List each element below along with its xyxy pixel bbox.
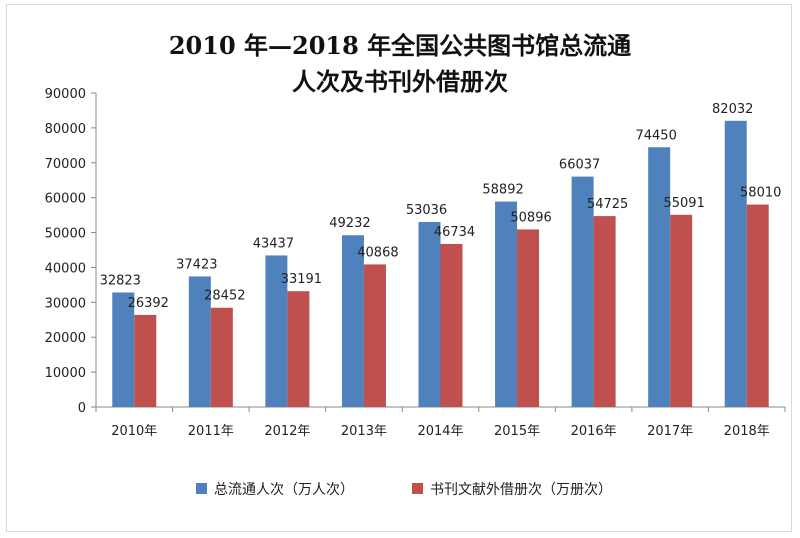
y-tick-label: 70000 <box>45 157 86 172</box>
legend-swatch-lending <box>412 483 423 494</box>
bar-lending <box>670 214 693 407</box>
x-tick-label: 2011年 <box>188 424 234 439</box>
chart-title-line-2: 人次及书刊外借册次 <box>292 67 508 96</box>
x-tick-label: 2014年 <box>417 424 463 439</box>
x-tick-label: 2015年 <box>494 424 540 439</box>
legend-swatch-total-visits <box>196 483 207 494</box>
bar-total-visits <box>571 176 594 407</box>
bar-total-visits <box>648 147 671 407</box>
data-label: 43437 <box>253 236 294 251</box>
legend-label: 书刊文献外借册次（万册次） <box>430 482 612 498</box>
y-tick-label: 10000 <box>45 366 86 381</box>
x-tick-label: 2017年 <box>647 424 693 439</box>
bar-lending <box>746 204 769 407</box>
bar-total-visits <box>188 276 211 407</box>
bar-lending <box>287 291 310 407</box>
data-label: 66037 <box>559 158 600 173</box>
data-label: 53036 <box>406 203 447 218</box>
chart-title: 2010 年—2018 年全国公共图书馆总流通 人次及书刊外借册次 <box>0 28 800 100</box>
y-tick-label: 0 <box>78 401 86 416</box>
bar-total-visits <box>265 255 288 407</box>
data-label: 58010 <box>740 186 781 201</box>
y-tick-label: 60000 <box>45 192 86 207</box>
legend: 总流通人次（万人次） 书刊文献外借册次（万册次） <box>196 482 612 498</box>
x-tick-label: 2012年 <box>264 424 310 439</box>
x-tick-label: 2016年 <box>571 424 617 439</box>
y-tick-label: 30000 <box>45 296 86 311</box>
data-label: 54725 <box>587 197 628 212</box>
data-label: 58892 <box>482 183 523 198</box>
bar-lending <box>210 307 233 407</box>
data-label: 26392 <box>128 296 169 311</box>
bar-lending <box>517 229 540 407</box>
data-label: 55091 <box>663 196 704 211</box>
bar-lending <box>363 264 386 407</box>
y-tick-label: 90000 <box>45 87 86 102</box>
bar-total-visits <box>341 235 364 407</box>
bar-total-visits <box>724 120 747 407</box>
x-tick-label: 2010年 <box>111 424 157 439</box>
bar-total-visits <box>418 221 441 407</box>
y-tick-label: 50000 <box>45 227 86 242</box>
chart-title-line-1: 2010 年—2018 年全国公共图书馆总流通 <box>168 31 632 60</box>
bar-lending <box>134 314 157 407</box>
data-label: 37423 <box>176 257 217 272</box>
data-label: 40868 <box>357 245 398 260</box>
bar-lending <box>593 216 616 407</box>
data-label: 50896 <box>510 210 551 225</box>
bars <box>112 120 769 407</box>
bar-total-visits <box>112 292 135 407</box>
x-tick-label: 2013年 <box>341 424 387 439</box>
bar-lending <box>440 243 463 407</box>
data-label: 49232 <box>329 216 370 231</box>
bar-total-visits <box>495 201 518 407</box>
data-label: 74450 <box>635 128 676 143</box>
data-label: 33191 <box>281 272 322 287</box>
x-axis: 2010年 2011年 2012年 2013年 2014年 2015年 2016年 2017年… <box>95 406 786 439</box>
data-label: 32823 <box>100 273 141 288</box>
data-labels: 32823 37423 43437 49232 53036 58892 66037 74450… <box>100 102 782 311</box>
y-tick-label: 40000 <box>45 261 86 276</box>
data-label: 82032 <box>712 102 753 117</box>
y-tick-label: 80000 <box>45 122 86 137</box>
x-tick-label: 2018年 <box>724 424 770 439</box>
y-axis: 0 10000 20000 30000 40000 50000 60000 70000 8000… <box>45 87 97 416</box>
legend-label: 总流通人次（万人次） <box>214 482 354 498</box>
data-label: 46734 <box>434 225 475 240</box>
data-label: 28452 <box>204 289 245 304</box>
y-tick-label: 20000 <box>45 331 86 346</box>
